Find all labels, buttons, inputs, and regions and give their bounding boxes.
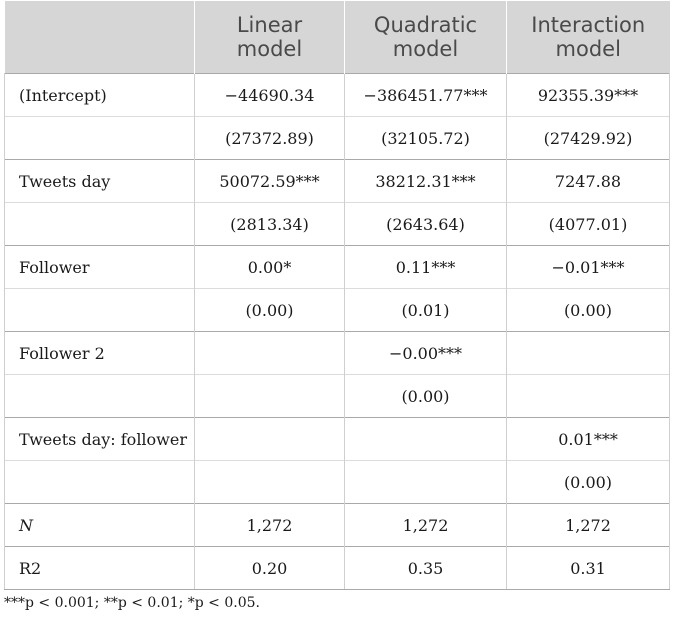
row-label-empty	[4, 460, 195, 504]
header-quadratic-model: Quadratic model	[344, 1, 507, 74]
table-row: Tweets day: follower 0.01***	[4, 417, 670, 461]
header-linear-model: Linear model	[194, 1, 345, 74]
row-label-empty	[4, 116, 195, 160]
coef-cell: 50072.59***	[194, 159, 345, 203]
significance-footnote: ***p < 0.001; **p < 0.01; *p < 0.05.	[4, 595, 260, 611]
se-cell	[344, 460, 507, 504]
row-label: (Intercept)	[4, 73, 195, 117]
se-cell: (0.00)	[506, 288, 670, 332]
coef-cell: 7247.88	[506, 159, 670, 203]
row-label: Follower 2	[4, 331, 195, 375]
coef-cell: −386451.77***	[344, 73, 507, 117]
table-row: (27372.89) (32105.72) (27429.92)	[4, 116, 670, 160]
coef-cell: 0.11***	[344, 245, 507, 289]
row-label-n: N	[4, 503, 195, 547]
table-row: Follower 0.00* 0.11*** −0.01***	[4, 245, 670, 289]
summary-cell: 0.20	[194, 546, 345, 590]
table-row: (2813.34) (2643.64) (4077.01)	[4, 202, 670, 246]
coef-cell: 0.00*	[194, 245, 345, 289]
se-cell: (27429.92)	[506, 116, 670, 160]
summary-cell: 0.35	[344, 546, 507, 590]
se-cell: (27372.89)	[194, 116, 345, 160]
table-row: (0.00)	[4, 374, 670, 418]
table-row: (Intercept) −44690.34 −386451.77*** 9235…	[4, 73, 670, 117]
coef-cell: 92355.39***	[506, 73, 670, 117]
se-cell: (2813.34)	[194, 202, 345, 246]
se-cell: (0.01)	[344, 288, 507, 332]
se-cell: (32105.72)	[344, 116, 507, 160]
row-label: Tweets day	[4, 159, 195, 203]
coef-cell: −0.00***	[344, 331, 507, 375]
summary-cell: 1,272	[506, 503, 670, 547]
row-label-empty	[4, 202, 195, 246]
row-label-empty	[4, 374, 195, 418]
coef-cell	[344, 417, 507, 461]
regression-table-container: Linear model Quadratic model Interaction…	[4, 1, 670, 590]
summary-cell: 0.31	[506, 546, 670, 590]
row-label: Follower	[4, 245, 195, 289]
se-cell: (0.00)	[194, 288, 345, 332]
regression-table: Linear model Quadratic model Interaction…	[4, 1, 670, 590]
row-label-r2: R2	[4, 546, 195, 590]
coef-cell: −44690.34	[194, 73, 345, 117]
coef-cell	[506, 331, 670, 375]
summary-cell: 1,272	[344, 503, 507, 547]
row-label: Tweets day: follower	[4, 417, 195, 461]
se-cell	[194, 374, 345, 418]
table-row: N 1,272 1,272 1,272	[4, 503, 670, 547]
coef-cell	[194, 331, 345, 375]
coef-cell: 0.01***	[506, 417, 670, 461]
se-cell: (0.00)	[344, 374, 507, 418]
se-cell	[506, 374, 670, 418]
header-empty	[4, 1, 195, 74]
table-row: Tweets day 50072.59*** 38212.31*** 7247.…	[4, 159, 670, 203]
coef-cell: −0.01***	[506, 245, 670, 289]
table-row: R2 0.20 0.35 0.31	[4, 546, 670, 590]
coef-cell	[194, 417, 345, 461]
se-cell	[194, 460, 345, 504]
se-cell: (0.00)	[506, 460, 670, 504]
coef-cell: 38212.31***	[344, 159, 507, 203]
se-cell: (2643.64)	[344, 202, 507, 246]
row-label-empty	[4, 288, 195, 332]
se-cell: (4077.01)	[506, 202, 670, 246]
summary-cell: 1,272	[194, 503, 345, 547]
table-row: Follower 2 −0.00***	[4, 331, 670, 375]
header-row: Linear model Quadratic model Interaction…	[4, 1, 670, 74]
table-row: (0.00) (0.01) (0.00)	[4, 288, 670, 332]
table-row: (0.00)	[4, 460, 670, 504]
header-interaction-model: Interaction model	[506, 1, 670, 74]
